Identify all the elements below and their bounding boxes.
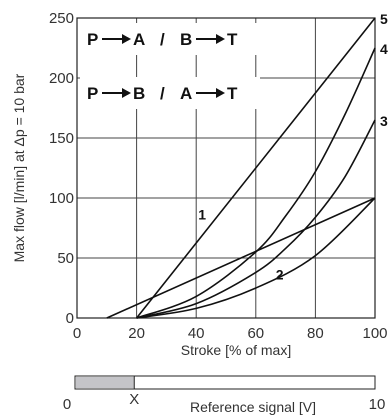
grid-lines [77,18,375,318]
legend-arrow-head [216,34,225,44]
legend-port-label: P [87,30,98,49]
reference-threshold-label: X [129,391,139,408]
legend-port-label: A [180,84,192,103]
plot-frame [76,17,376,319]
series-end-label: 5 [380,11,388,27]
x-tick-label: 60 [247,325,264,342]
y-tick-label: 150 [49,130,74,147]
reference-bar [74,375,376,390]
reference-signal-bar: 0 X Reference signal [V] 10 [63,375,386,415]
reference-max-label: 10 [369,396,386,413]
curve-label: 2 [276,267,284,283]
legend-port-label: B [180,30,192,49]
x-tick-label: 0 [73,325,81,342]
y-tick-label: 50 [57,250,74,267]
series-lines: 3 4 5 [106,11,388,319]
reference-threshold-fill [76,377,135,388]
y-tick-label: 0 [66,310,74,327]
reference-min-label: 0 [63,396,71,413]
legend-arrow-head [122,34,131,44]
legend-port-label: B [133,84,145,103]
y-axis-label: Max flow [l/min] at Δp = 10 bar [11,73,27,262]
legend-arrow-head [216,88,225,98]
legend-port-label: / [160,84,165,103]
y-tick-label: 100 [49,190,74,207]
series-line-3 [136,119,376,319]
legend-port-label: A [133,30,145,49]
x-tick-label: 80 [307,325,324,342]
x-tick-label: 100 [362,325,387,342]
legend-port-label: / [160,30,165,49]
series-line-4 [136,47,376,319]
curve-labels: 12 [198,207,283,283]
legend-port-label: T [227,30,238,49]
series-line-5 [135,17,376,319]
curve-label: 1 [198,207,206,223]
legend-arrow-head [122,88,131,98]
x-tick-label: 40 [188,325,205,342]
legend-entry: P B / A T [80,77,260,109]
legend: P A / B T P B / A T [80,23,260,109]
y-tick-label: 200 [49,70,74,87]
x-tick-label: 20 [128,325,145,342]
series-end-label: 3 [380,113,388,129]
series-end-label: 4 [380,41,388,57]
legend-entry: P A / B T [80,23,260,55]
tick-labels: 0 20 40 60 80 100 0 50 100 150 200 250 [49,10,388,342]
y-tick-label: 250 [49,10,74,27]
series-line-2 [136,197,376,319]
legend-port-label: P [87,84,98,103]
x-axis-label: Stroke [% of max] [181,342,291,358]
legend-port-label: T [227,84,238,103]
reference-signal-label: Reference signal [V] [190,399,316,415]
